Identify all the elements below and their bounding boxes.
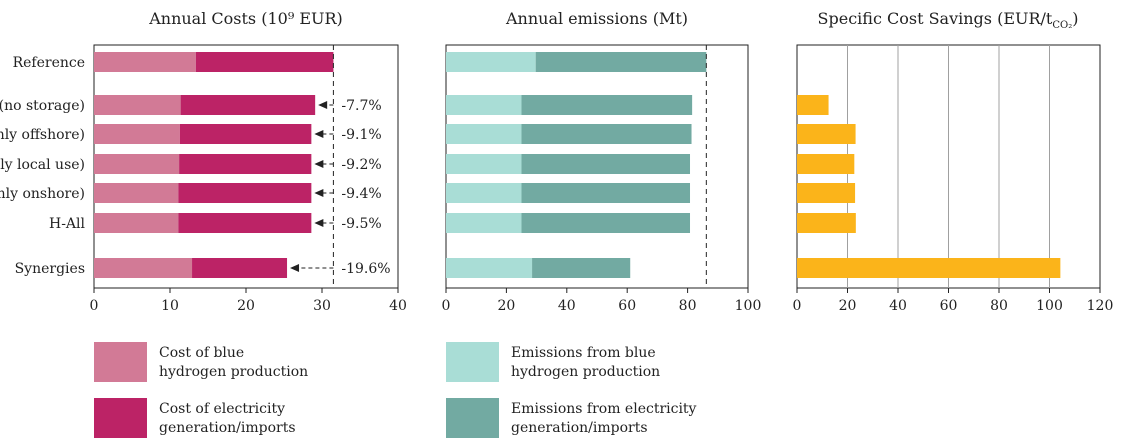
savings-arrow-head bbox=[314, 160, 323, 168]
category-labels: Reference (no storage) (only offshore) (onl… bbox=[0, 55, 86, 277]
costs-bar-segment bbox=[196, 52, 334, 72]
category-label: (only offshore) bbox=[0, 127, 85, 143]
legend-label-line2: hydrogen production bbox=[511, 364, 660, 380]
change-percent-label: -9.1% bbox=[341, 127, 381, 143]
emissions-bar-segment bbox=[446, 154, 522, 174]
savings-arrow-head bbox=[314, 189, 323, 197]
costs-bar-segment bbox=[94, 52, 196, 72]
savings-tick-label: 120 bbox=[1087, 298, 1114, 314]
costs-bar-segment bbox=[94, 258, 192, 278]
savings-bar bbox=[797, 213, 856, 233]
legend-label-line1: Cost of electricity bbox=[159, 401, 285, 417]
emissions-tick-label: 80 bbox=[679, 298, 697, 314]
savings-title: Specific Cost Savings (EUR/tCO₂) bbox=[818, 9, 1079, 31]
legend-swatch bbox=[446, 398, 499, 438]
legend-label-line2: hydrogen production bbox=[159, 364, 308, 380]
savings-title-end: ) bbox=[1072, 9, 1078, 28]
legend-item: Emissions from blue hydrogen production bbox=[446, 342, 660, 382]
savings-arrow-head bbox=[314, 130, 323, 138]
legend-label-line2: generation/imports bbox=[511, 420, 648, 436]
emissions-bar-segment bbox=[522, 154, 691, 174]
costs-bar-segment bbox=[94, 95, 181, 115]
savings-arrow-head bbox=[318, 101, 327, 109]
costs-bar-segment bbox=[181, 95, 316, 115]
emissions-bar-segment bbox=[446, 124, 522, 144]
savings-arrow-head bbox=[314, 219, 323, 227]
emissions-bar-segment bbox=[522, 95, 693, 115]
legend-label-line1: Emissions from electricity bbox=[511, 401, 697, 417]
legend-label-line1: Cost of blue bbox=[159, 345, 244, 361]
category-label: (no storage) bbox=[0, 98, 85, 114]
savings-tick-label: 60 bbox=[940, 298, 958, 314]
category-label: (only local use) bbox=[0, 157, 85, 173]
emissions-tick-label: 20 bbox=[497, 298, 515, 314]
costs-title: Annual Costs (10⁹ EUR) bbox=[148, 9, 343, 28]
savings-tick-label: 100 bbox=[1036, 298, 1063, 314]
costs-tick-label: 10 bbox=[161, 298, 179, 314]
costs-bar-segment bbox=[94, 154, 179, 174]
emissions-bar-segment bbox=[446, 183, 522, 203]
savings-title-main: Specific Cost Savings (EUR/t bbox=[818, 9, 1053, 28]
savings-tick-label: 80 bbox=[990, 298, 1008, 314]
change-percent-label: -19.6% bbox=[341, 261, 390, 277]
grid-layer bbox=[848, 45, 1050, 288]
change-percent-label: -9.2% bbox=[341, 157, 381, 173]
emissions-bar-segment bbox=[446, 52, 536, 72]
savings-bar bbox=[797, 154, 854, 174]
savings-bar bbox=[797, 258, 1060, 278]
costs-bar-segment bbox=[178, 183, 311, 203]
emissions-tick-label: 100 bbox=[735, 298, 762, 314]
legend-swatch bbox=[94, 342, 147, 382]
legend-item: Cost of electricity generation/imports bbox=[94, 398, 296, 438]
emissions-tick-label: 60 bbox=[618, 298, 636, 314]
costs-tick-label: 40 bbox=[389, 298, 407, 314]
costs-tick-label: 0 bbox=[90, 298, 99, 314]
emissions-tick-label: 40 bbox=[558, 298, 576, 314]
legend-item: Emissions from electricity generation/imp… bbox=[446, 398, 697, 438]
savings-title-sub: CO₂ bbox=[1052, 20, 1072, 31]
emissions-bar-segment bbox=[446, 213, 522, 233]
bars-layer bbox=[94, 52, 1060, 278]
savings-bar bbox=[797, 95, 829, 115]
emissions-title: Annual emissions (Mt) bbox=[505, 9, 688, 28]
change-percent-label: -9.5% bbox=[341, 216, 381, 232]
emissions-tick-label: 0 bbox=[442, 298, 451, 314]
legend: Cost of blue hydrogen production Cost of e… bbox=[94, 342, 697, 438]
costs-bar-segment bbox=[178, 213, 311, 233]
costs-bar-segment bbox=[94, 183, 178, 203]
savings-bar bbox=[797, 124, 856, 144]
change-percent-label: -7.7% bbox=[341, 98, 381, 114]
costs-bar-segment bbox=[179, 154, 311, 174]
emissions-bar-segment bbox=[446, 95, 522, 115]
emissions-bar-segment bbox=[522, 183, 691, 203]
legend-item: Cost of blue hydrogen production bbox=[94, 342, 308, 382]
category-label: Synergies bbox=[15, 261, 85, 277]
savings-tick-label: 20 bbox=[839, 298, 857, 314]
legend-swatch bbox=[446, 342, 499, 382]
category-label: Reference bbox=[13, 55, 85, 71]
axis-layer: 0 10 20 30 40 0 20 40 60 80 100 0 20 40 60 80 100 120 bbox=[90, 288, 1114, 314]
costs-tick-label: 20 bbox=[237, 298, 255, 314]
legend-label-line2: generation/imports bbox=[159, 420, 296, 436]
emissions-bar-segment bbox=[532, 258, 630, 278]
legend-label-line1: Emissions from blue bbox=[511, 345, 656, 361]
legend-swatch bbox=[94, 398, 147, 438]
costs-bar-segment bbox=[180, 124, 311, 144]
emissions-bar-segment bbox=[522, 124, 692, 144]
emissions-bar-segment bbox=[522, 213, 691, 233]
costs-tick-label: 30 bbox=[313, 298, 331, 314]
savings-tick-label: 40 bbox=[889, 298, 907, 314]
costs-bar-segment bbox=[94, 213, 178, 233]
category-label: (only onshore) bbox=[0, 186, 85, 202]
emissions-bar-segment bbox=[536, 52, 707, 72]
change-percent-label: -9.4% bbox=[341, 186, 381, 202]
savings-bar bbox=[797, 183, 855, 203]
costs-bar-segment bbox=[192, 258, 287, 278]
emissions-bar-segment bbox=[446, 258, 532, 278]
costs-bar-segment bbox=[94, 124, 180, 144]
savings-tick-label: 0 bbox=[793, 298, 802, 314]
savings-arrow-head bbox=[290, 264, 299, 272]
category-label: H-All bbox=[49, 216, 86, 232]
